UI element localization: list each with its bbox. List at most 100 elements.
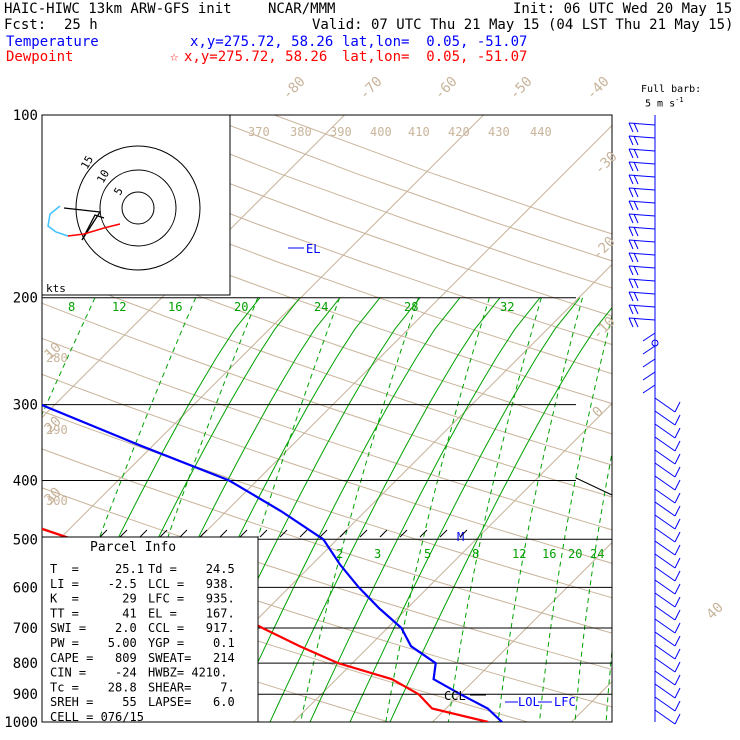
- isotherm-label: -40: [584, 74, 613, 103]
- isotherm-line: [711, 115, 740, 722]
- hodograph-trace-upper: [47, 205, 69, 237]
- dewpoint-latlon: lat,lon= 0.05, -51.07: [342, 49, 528, 65]
- dewpoint-legend: Dewpoint: [6, 49, 74, 65]
- dry-adiabat-line: [42, 448, 612, 634]
- calm-wind-circle: [651, 339, 659, 347]
- theta-label: 390: [330, 125, 352, 139]
- hodograph-ring-label: 15: [78, 154, 96, 172]
- theta-label: 440: [530, 125, 552, 139]
- parcel-info-left: T = 25.1: [50, 562, 144, 576]
- theta-label: 290: [46, 423, 68, 437]
- wind-barb: [628, 291, 656, 295]
- parcel-info-right: YGP = 0.1: [148, 636, 235, 650]
- hatch-mark: [339, 529, 348, 538]
- parcel-info-right: EL = 167.: [148, 606, 235, 620]
- hodograph-trace: [63, 207, 105, 241]
- hatch-mark: [259, 529, 268, 538]
- hodograph-trace-lower: [67, 223, 121, 237]
- barb-legend-units: 5 m s-1: [645, 96, 684, 110]
- mixing-ratio-label: 28: [404, 300, 418, 314]
- hatch-mark: [139, 529, 148, 538]
- wind-barb: [628, 148, 656, 152]
- parcel-info-left: PW = 5.00: [50, 636, 137, 650]
- wind-barb-feather: [628, 291, 634, 302]
- wind-barb-feather: [633, 239, 639, 250]
- wind-barb-feather: [628, 161, 634, 172]
- wind-barb-feather: [674, 427, 681, 439]
- wind-barb-feather: [674, 479, 681, 491]
- wind-barb: [654, 592, 676, 608]
- parcel-info-title: Parcel Info: [90, 540, 176, 555]
- parcel-info-left: CAPE = 809: [50, 651, 137, 665]
- wind-barb: [654, 514, 676, 530]
- wind-barb-feather: [628, 187, 634, 198]
- mixing-ratio-label: 24: [590, 547, 604, 561]
- hatch-mark: [459, 529, 468, 538]
- isotherm-label: -60: [432, 74, 461, 103]
- wind-barb: [654, 475, 676, 491]
- wind-barb-feather: [674, 661, 681, 673]
- wind-barb-feather: [628, 148, 634, 159]
- hodograph-ring: [75, 145, 201, 271]
- wind-barb-feather: [674, 544, 681, 556]
- wind-barb-feather: [674, 505, 681, 517]
- wind-barb: [628, 278, 656, 282]
- wind-barb: [628, 200, 656, 204]
- isobar-label: 400: [13, 473, 38, 489]
- wind-barb: [654, 553, 676, 569]
- init-time: Init: 06 UTC Wed 20 May 15: [513, 1, 733, 17]
- parcel-info-right: LAPSE= 6.0: [148, 695, 235, 709]
- wind-barb-feather: [633, 226, 639, 237]
- mixing-ratio-label: 16: [168, 300, 182, 314]
- wind-barb-feather: [674, 648, 681, 660]
- forecast-hour: 25 h: [64, 17, 98, 33]
- parcel-info-right: LFC = 935.: [148, 592, 235, 606]
- isotherm-line: [42, 115, 345, 419]
- wind-barb: [628, 226, 656, 230]
- theta-label: 400: [370, 125, 392, 139]
- wind-barb: [628, 187, 656, 191]
- dry-adiabat-line: [42, 302, 612, 498]
- hatch-mark: [179, 529, 188, 538]
- wind-barb: [654, 579, 676, 595]
- hatch-mark: [99, 529, 108, 538]
- wind-barb-feather: [674, 622, 681, 634]
- parcel-info-panel: [41, 536, 259, 723]
- dry-adiabat-line: [202, 115, 612, 262]
- theta-label: 380: [290, 125, 312, 139]
- temperature-latlon: lat,lon= 0.05, -51.07: [342, 34, 528, 50]
- parcel-info-right: Td = 24.5: [148, 562, 235, 576]
- isobar-label: 800: [13, 656, 38, 672]
- parcel-info-right: SWEAT= 214: [148, 651, 235, 665]
- wind-barb: [642, 358, 656, 368]
- lfc-label: LFC: [554, 695, 576, 709]
- hatch-mark: [279, 529, 288, 538]
- wind-barb-feather: [674, 531, 681, 543]
- wind-barb-feather: [674, 518, 681, 530]
- wind-barb: [628, 265, 656, 269]
- mixing-ratio-label: 20: [568, 547, 582, 561]
- wind-barb-feather: [628, 213, 634, 224]
- wind-barb-feather: [628, 122, 634, 133]
- hatch-mark: [199, 529, 208, 538]
- isotherm-label: -30: [592, 149, 621, 178]
- mixing-ratio-line: [497, 297, 583, 722]
- wind-barb: [654, 501, 676, 517]
- wind-barb: [654, 605, 676, 621]
- hatch-mark: [319, 529, 328, 538]
- wind-barb: [628, 135, 656, 139]
- wind-barb-feather: [674, 466, 681, 478]
- model-title: HAIC-HIWC 13km ARW-GFS init: [4, 1, 232, 17]
- hodograph-ring: [121, 191, 155, 225]
- mixing-ratio-line: [539, 313, 612, 722]
- isotherm-label: 0: [590, 404, 607, 421]
- hatch-mark: [439, 529, 448, 538]
- mixing-ratio-label: 32: [500, 300, 514, 314]
- isobar-label: 100: [13, 108, 38, 124]
- mixing-ratio-line: [605, 645, 612, 722]
- wind-barb: [654, 423, 676, 439]
- isotherm-label: -80: [280, 74, 309, 103]
- mixing-ratio-line: [385, 297, 490, 722]
- isotherm-label: -70: [357, 74, 386, 103]
